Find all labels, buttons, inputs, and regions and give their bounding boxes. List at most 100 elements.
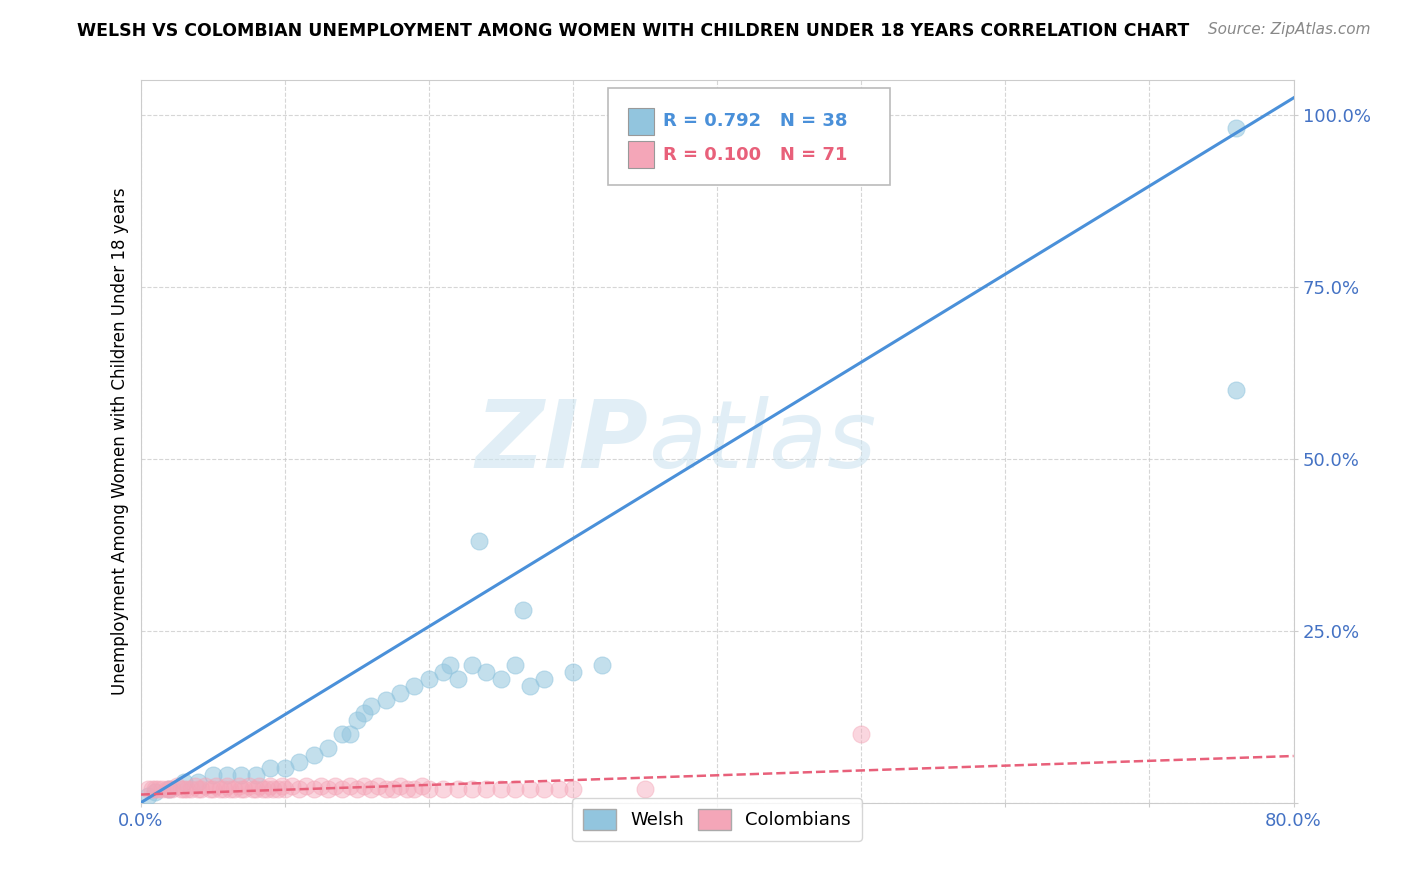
Point: [447, 782, 470, 797]
Point: [309, 779, 332, 793]
Point: [198, 782, 221, 797]
Text: R = 0.792   N = 38: R = 0.792 N = 38: [662, 112, 848, 130]
Point: [184, 779, 207, 793]
Point: [281, 779, 304, 793]
Point: [274, 761, 297, 775]
Text: ZIP: ZIP: [475, 395, 648, 488]
Point: [418, 782, 440, 797]
Point: [432, 782, 454, 797]
Point: [591, 658, 613, 673]
Point: [353, 706, 375, 721]
Point: [159, 782, 180, 797]
Legend: Welsh, Colombians: Welsh, Colombians: [572, 798, 862, 841]
Point: [143, 785, 166, 799]
Point: [233, 782, 256, 797]
Point: [201, 782, 224, 797]
Point: [461, 658, 484, 673]
Point: [187, 782, 209, 797]
Point: [439, 658, 461, 673]
Point: [323, 779, 346, 793]
Point: [353, 779, 375, 793]
Point: [432, 665, 454, 679]
Point: [247, 779, 270, 793]
Point: [1225, 121, 1247, 136]
Point: [228, 779, 250, 793]
Point: [173, 782, 195, 797]
Point: [332, 727, 354, 741]
Point: [475, 782, 498, 797]
Point: [367, 779, 389, 793]
Point: [374, 782, 396, 797]
Point: [217, 768, 239, 782]
Text: Source: ZipAtlas.com: Source: ZipAtlas.com: [1208, 22, 1371, 37]
Point: [489, 672, 512, 686]
Text: WELSH VS COLOMBIAN UNEMPLOYMENT AMONG WOMEN WITH CHILDREN UNDER 18 YEARS CORRELA: WELSH VS COLOMBIAN UNEMPLOYMENT AMONG WO…: [77, 22, 1189, 40]
Point: [143, 782, 166, 797]
Point: [274, 782, 297, 797]
Point: [259, 779, 281, 793]
Point: [503, 658, 526, 673]
Point: [295, 779, 318, 793]
Point: [489, 782, 512, 797]
Y-axis label: Unemployment Among Women with Children Under 18 years: Unemployment Among Women with Children U…: [111, 187, 129, 696]
Bar: [628, 108, 654, 135]
Point: [388, 779, 411, 793]
Point: [503, 782, 526, 797]
Point: [162, 782, 184, 797]
Point: [302, 782, 325, 797]
Point: [396, 782, 419, 797]
Point: [146, 782, 169, 797]
Point: [141, 782, 163, 797]
Point: [519, 782, 541, 797]
Point: [173, 775, 195, 789]
Point: [547, 782, 569, 797]
Point: [475, 665, 498, 679]
Point: [339, 727, 361, 741]
Point: [388, 686, 411, 700]
Point: [262, 782, 284, 797]
Point: [266, 782, 288, 797]
Point: [238, 779, 260, 793]
Point: [332, 782, 354, 797]
Point: [360, 699, 382, 714]
Point: [208, 782, 231, 797]
Point: [339, 779, 361, 793]
Point: [201, 768, 224, 782]
Point: [170, 782, 193, 797]
Point: [231, 768, 253, 782]
Point: [259, 761, 281, 775]
Point: [519, 679, 541, 693]
Bar: [628, 141, 654, 169]
Point: [562, 782, 585, 797]
Point: [224, 782, 246, 797]
Point: [150, 782, 173, 797]
Point: [176, 782, 198, 797]
Point: [136, 789, 159, 803]
Point: [155, 782, 177, 797]
Point: [533, 672, 555, 686]
Point: [360, 782, 382, 797]
Point: [190, 782, 212, 797]
Point: [418, 672, 440, 686]
Text: R = 0.100   N = 71: R = 0.100 N = 71: [662, 145, 848, 163]
Point: [194, 779, 217, 793]
Point: [374, 692, 396, 706]
Point: [219, 782, 242, 797]
Point: [212, 782, 235, 797]
Point: [404, 782, 426, 797]
Point: [256, 782, 278, 797]
Point: [159, 782, 180, 797]
Text: atlas: atlas: [648, 396, 876, 487]
Point: [404, 679, 426, 693]
Point: [447, 672, 470, 686]
FancyBboxPatch shape: [607, 87, 890, 185]
Point: [270, 779, 292, 793]
Point: [231, 782, 253, 797]
Point: [302, 747, 325, 762]
Point: [288, 782, 311, 797]
Point: [562, 665, 585, 679]
Point: [242, 782, 264, 797]
Point: [634, 782, 657, 797]
Point: [468, 534, 491, 549]
Point: [217, 779, 239, 793]
